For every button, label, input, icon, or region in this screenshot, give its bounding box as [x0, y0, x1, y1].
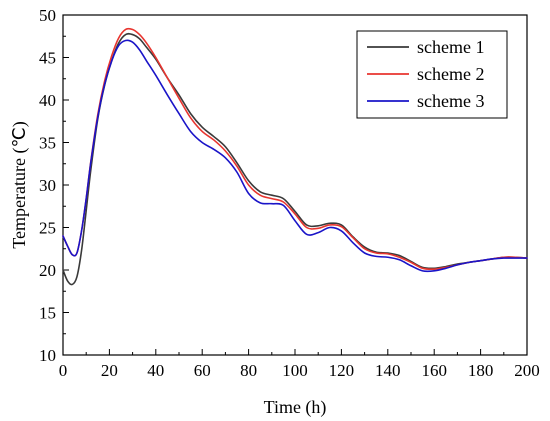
y-tick-label: 20 [39, 261, 56, 280]
x-tick-label: 60 [194, 361, 211, 380]
x-tick-label: 0 [59, 361, 68, 380]
legend-label-3: scheme 3 [417, 91, 484, 111]
x-tick-label: 140 [375, 361, 401, 380]
x-tick-label: 180 [468, 361, 494, 380]
y-tick-label: 40 [39, 91, 56, 110]
y-tick-label: 15 [39, 304, 56, 323]
x-tick-label: 200 [514, 361, 540, 380]
y-tick-label: 35 [39, 134, 56, 153]
x-tick-label: 120 [329, 361, 355, 380]
y-tick-label: 45 [39, 49, 56, 68]
legend-label-1: scheme 1 [417, 37, 484, 57]
legend-label-2: scheme 2 [417, 64, 484, 84]
y-tick-label: 30 [39, 176, 56, 195]
x-tick-label: 40 [147, 361, 164, 380]
series-line-3 [62, 39, 528, 273]
x-tick-label: 100 [282, 361, 308, 380]
x-axis-title: Time (h) [264, 397, 327, 418]
y-axis-title: Temperature (℃) [9, 121, 30, 248]
x-tick-label: 160 [421, 361, 447, 380]
y-tick-label: 50 [39, 6, 56, 25]
x-tick-label: 20 [101, 361, 118, 380]
y-tick-label: 25 [39, 219, 56, 238]
x-tick-label: 80 [240, 361, 257, 380]
y-tick-label: 10 [39, 346, 56, 365]
